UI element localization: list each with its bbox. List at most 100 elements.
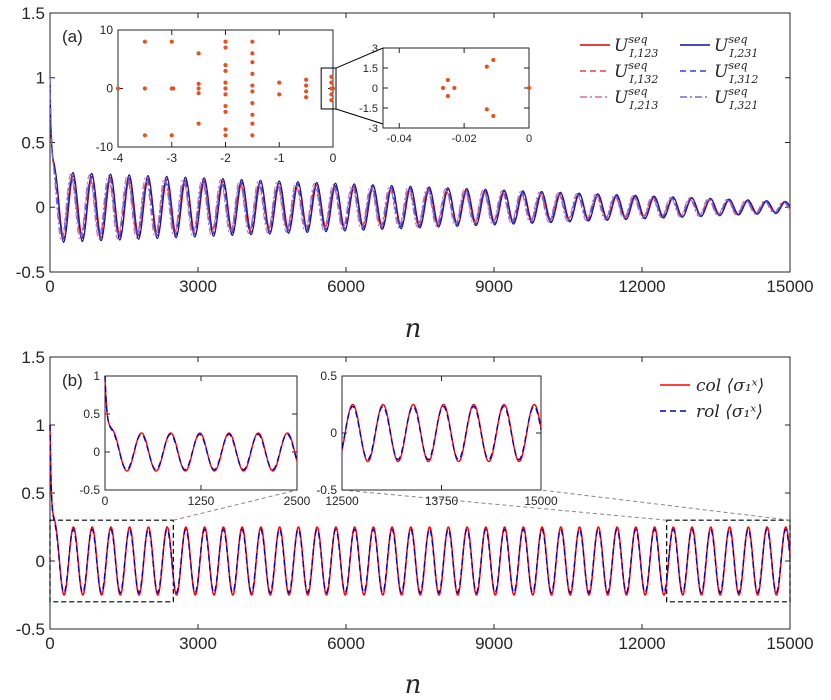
panel-a-inset1-point: [304, 83, 309, 88]
panel-a-inset1-point: [196, 86, 201, 91]
panel-a-inset1-point: [250, 60, 255, 65]
panel-a-inset2-point: [445, 93, 450, 99]
panel-b-legend: col ⟨σ₁ˣ⟩ rol ⟨σ₁ˣ⟩: [655, 366, 785, 428]
panel-a-inset1-xtick-label: -4: [113, 151, 124, 165]
panel-a-inset1-point: [304, 77, 309, 82]
panel-b-inset1-xtick-label: 2500: [284, 494, 311, 508]
panel-a-inset2-point: [491, 113, 496, 119]
panel-b-series-line-2: [49, 424, 791, 594]
panel-b-inset1-ytick-label: 1: [93, 369, 100, 383]
panel-b-inset1-line-2: [104, 375, 298, 471]
panel-a-inset1-point: [304, 89, 309, 94]
panel-a-inset1-point: [329, 98, 334, 103]
panel-a-legend-label: Useq I,123: [614, 33, 658, 60]
panel-b-ytick-label: -0.5: [16, 620, 45, 639]
panel-b-inset1-ytick-label: 0: [93, 445, 100, 459]
panel-a-xtick-label: 6000: [327, 277, 365, 296]
panel-a-inset2-xtick-label: -0.02: [452, 133, 477, 145]
panel-a-ytick-label: 0: [36, 198, 45, 217]
panel-a-inset1-point: [223, 45, 228, 50]
panel-a-inset1-xtick-label: 0: [330, 151, 337, 165]
panel-a-inset1-ytick-label: -10: [96, 140, 114, 154]
panel-b-xtick-label: 15000: [766, 634, 813, 653]
panel-a-legend-label: Useq I,321: [714, 85, 758, 112]
panel-a-inset1-point: [171, 86, 176, 91]
panel-b-inset2-xtick-label: 15000: [524, 494, 558, 508]
panel-a-inset2-point: [484, 107, 489, 112]
panel-a-inset1-point: [250, 71, 255, 76]
panel-a-inset2-ytick-label: 1.5: [363, 63, 378, 75]
panel-a-inset1-point: [250, 83, 255, 88]
panel-a-series: [49, 77, 791, 244]
panel-a-ytick-label: 1: [36, 69, 45, 88]
panel-b-inset-left: 0 1250 2500-0.500.51: [79, 369, 310, 508]
panel-a-inset1-point: [223, 86, 228, 91]
panel-b-xtick-label: 9000: [475, 634, 513, 653]
panel-b-inset1-xtick-label: 1250: [188, 494, 215, 508]
panel-a-inset1-point: [196, 121, 201, 126]
panel-a-inset1-point: [329, 74, 334, 79]
panel-a-inset1-point: [277, 92, 282, 97]
panel-a-inset1-point: [169, 133, 174, 138]
panel-a-inset1-point: [250, 89, 255, 94]
panel-a-inset2-point: [491, 57, 496, 63]
panel-a-inset1-point: [277, 80, 282, 85]
panel-a-xtick-label: 0: [45, 277, 54, 296]
panel-b-inset2-ytick-label: 0: [330, 426, 337, 440]
panel-a-legend-label: Useq I,213: [614, 85, 658, 112]
panel-a-inset2-point: [484, 64, 489, 69]
panel-a-zoom-connector: [335, 47, 384, 69]
panel-a-series-line-6: [49, 77, 791, 237]
panel-a-inset1-point: [223, 127, 228, 132]
panel-b-label: (b): [62, 371, 83, 390]
panel-a-inset1-point: [250, 51, 255, 56]
panel-a-inset2-point: [452, 85, 457, 91]
panel-a-label: (a): [62, 27, 83, 46]
panel-b-inset1-ytick-label: -0.5: [79, 483, 100, 497]
panel-b-xlabel: n: [405, 670, 422, 700]
panel-b: 0 3000 6000 9000 12000 15000-0.500.511.5 (b) …: [16, 348, 814, 700]
panel-a-inset1-point: [330, 86, 336, 91]
panel-b-xtick-label: 3000: [179, 634, 217, 653]
panel-b-zoom-box-1: [49, 519, 174, 603]
panel-a-inset2-point: [526, 85, 532, 91]
panel-a-inset1-point: [250, 121, 255, 126]
panel-a-legend-label: Useq I,132: [614, 59, 658, 86]
panel-a-inset1-point: [196, 51, 201, 56]
panel-a-inset1-point: [142, 86, 147, 91]
panel-a-inset1-point: [304, 95, 309, 100]
panel-b-xtick-label: 6000: [327, 634, 365, 653]
panel-a-ytick-label: -0.5: [16, 263, 45, 282]
panel-b-ytick-label: 1: [36, 416, 45, 435]
panel-b-xtick-label: 0: [45, 634, 54, 653]
panel-b-zoom-connector: [173, 489, 298, 521]
panel-a-series-line-3: [49, 77, 791, 242]
panel-a-series-line-5: [49, 77, 791, 240]
panel-b-inset1-xtick-label: 0: [102, 494, 109, 508]
panel-b-inset2-ytick-label: 0.5: [320, 369, 337, 383]
panel-a-inset1-point: [223, 92, 228, 97]
panel-a-inset1-point: [169, 39, 174, 44]
panel-b-inset2-line-2: [341, 405, 542, 461]
panel-a-legend-label: Useq I,231: [714, 33, 758, 60]
panel-a-inset2-ytick-label: 3: [372, 43, 378, 55]
panel-a-inset-right: -0.04 -0.02 0 -3 -1.5 0 1.5 3: [359, 43, 532, 145]
panel-a-inset1-xtick-label: -2: [220, 151, 231, 165]
panel-b-ytick-label: 1.5: [21, 348, 45, 367]
panel-a-xtick-label: 12000: [618, 277, 665, 296]
panel-b-xtick-label: 12000: [618, 634, 665, 653]
panel-b-legend-box: [655, 366, 785, 428]
panel-b-ytick-label: 0: [36, 552, 45, 571]
panel-a-inset1-point: [250, 39, 255, 44]
panel-a-inset2-xtick-label: -0.04: [387, 133, 412, 145]
panel-b-zoom-box-2: [666, 519, 791, 603]
panel-a-xlabel: n: [405, 314, 422, 344]
panel-b-inset2-xtick-label: 12500: [325, 494, 359, 508]
panel-a-xtick-label: 3000: [179, 277, 217, 296]
panel-a-inset1-point: [223, 39, 228, 44]
panel-a-inset1-point: [115, 86, 121, 91]
panel-b-zoom-boxes: [49, 489, 791, 603]
panel-a-inset1-point: [223, 133, 228, 138]
